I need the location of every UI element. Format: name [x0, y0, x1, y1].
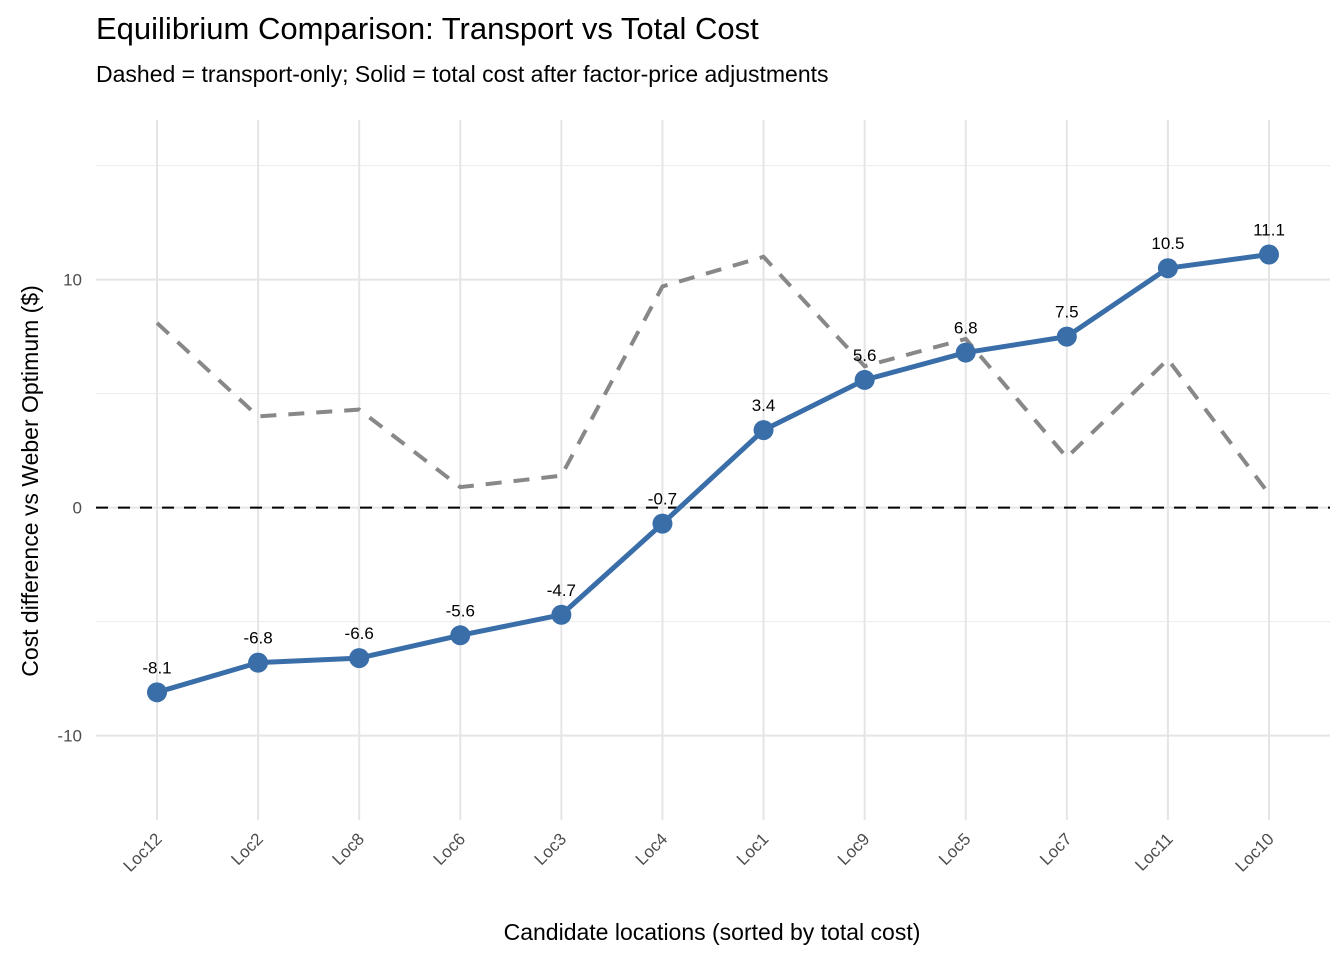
- x-tick-label: Loc5: [935, 829, 975, 869]
- y-axis-ticks: -10 0 10: [57, 271, 82, 746]
- total-cost-point: [753, 420, 774, 441]
- data-label: 10.5: [1151, 234, 1184, 253]
- total-cost-point: [854, 369, 875, 390]
- total-cost-point: [551, 604, 572, 625]
- data-label: -6.8: [243, 629, 272, 648]
- total-cost-point: [349, 648, 370, 669]
- x-tick-label: Loc10: [1232, 829, 1278, 875]
- x-tick-label: Loc4: [632, 829, 672, 869]
- y-axis-title: Cost difference vs Weber Optimum ($): [17, 285, 43, 677]
- x-tick-label: Loc3: [531, 829, 571, 869]
- total-cost-line: [156, 252, 1270, 695]
- series: [96, 244, 1330, 703]
- data-label: 5.6: [853, 346, 877, 365]
- chart-title: Equilibrium Comparison: Transport vs Tot…: [96, 11, 759, 46]
- y-tick-label: 10: [63, 271, 82, 290]
- x-tick-label: Loc1: [733, 829, 773, 869]
- total-cost-point: [1157, 258, 1178, 279]
- x-tick-label: Loc7: [1036, 829, 1076, 869]
- data-label: 3.4: [752, 396, 776, 415]
- x-tick-label: Loc8: [329, 829, 369, 869]
- data-label: -4.7: [547, 581, 576, 600]
- total-cost-point: [147, 682, 167, 703]
- total-cost-point: [1259, 244, 1279, 265]
- data-label: -5.6: [446, 601, 475, 620]
- data-label: 6.8: [954, 319, 978, 338]
- data-label: 11.1: [1253, 221, 1285, 240]
- total-cost-point: [955, 342, 976, 363]
- y-tick-label: -10: [57, 727, 82, 746]
- data-label: -8.1: [142, 658, 171, 677]
- total-cost-point: [450, 625, 471, 646]
- chart-subtitle: Dashed = transport-only; Solid = total c…: [96, 61, 829, 87]
- data-label: -6.6: [345, 624, 374, 643]
- data-label: -0.7: [648, 490, 677, 509]
- x-tick-label: Loc11: [1131, 829, 1176, 874]
- grid: [96, 120, 1330, 820]
- total-cost-point: [248, 652, 269, 673]
- x-tick-label: Loc12: [120, 829, 166, 875]
- x-axis-title: Candidate locations (sorted by total cos…: [504, 919, 921, 945]
- data-labels: -8.1 -6.8 -6.6 -5.6 -4.7 -0.7 3.4 5.6 6.8 7.5 10.5…: [142, 221, 1285, 678]
- x-tick-label: Loc6: [430, 829, 470, 869]
- total-cost-point: [1056, 326, 1077, 347]
- y-tick-label: 0: [73, 499, 82, 518]
- transport-only-line: [155, 254, 1271, 496]
- x-tick-label: Loc2: [227, 829, 267, 869]
- data-label: 7.5: [1055, 303, 1079, 322]
- x-tick-label: Loc9: [834, 829, 874, 869]
- x-axis-ticks: Loc12 Loc2 Loc8 Loc6 Loc3 Loc4 Loc1 Loc9 Loc5 Loc…: [120, 829, 1278, 875]
- total-cost-point: [652, 513, 673, 534]
